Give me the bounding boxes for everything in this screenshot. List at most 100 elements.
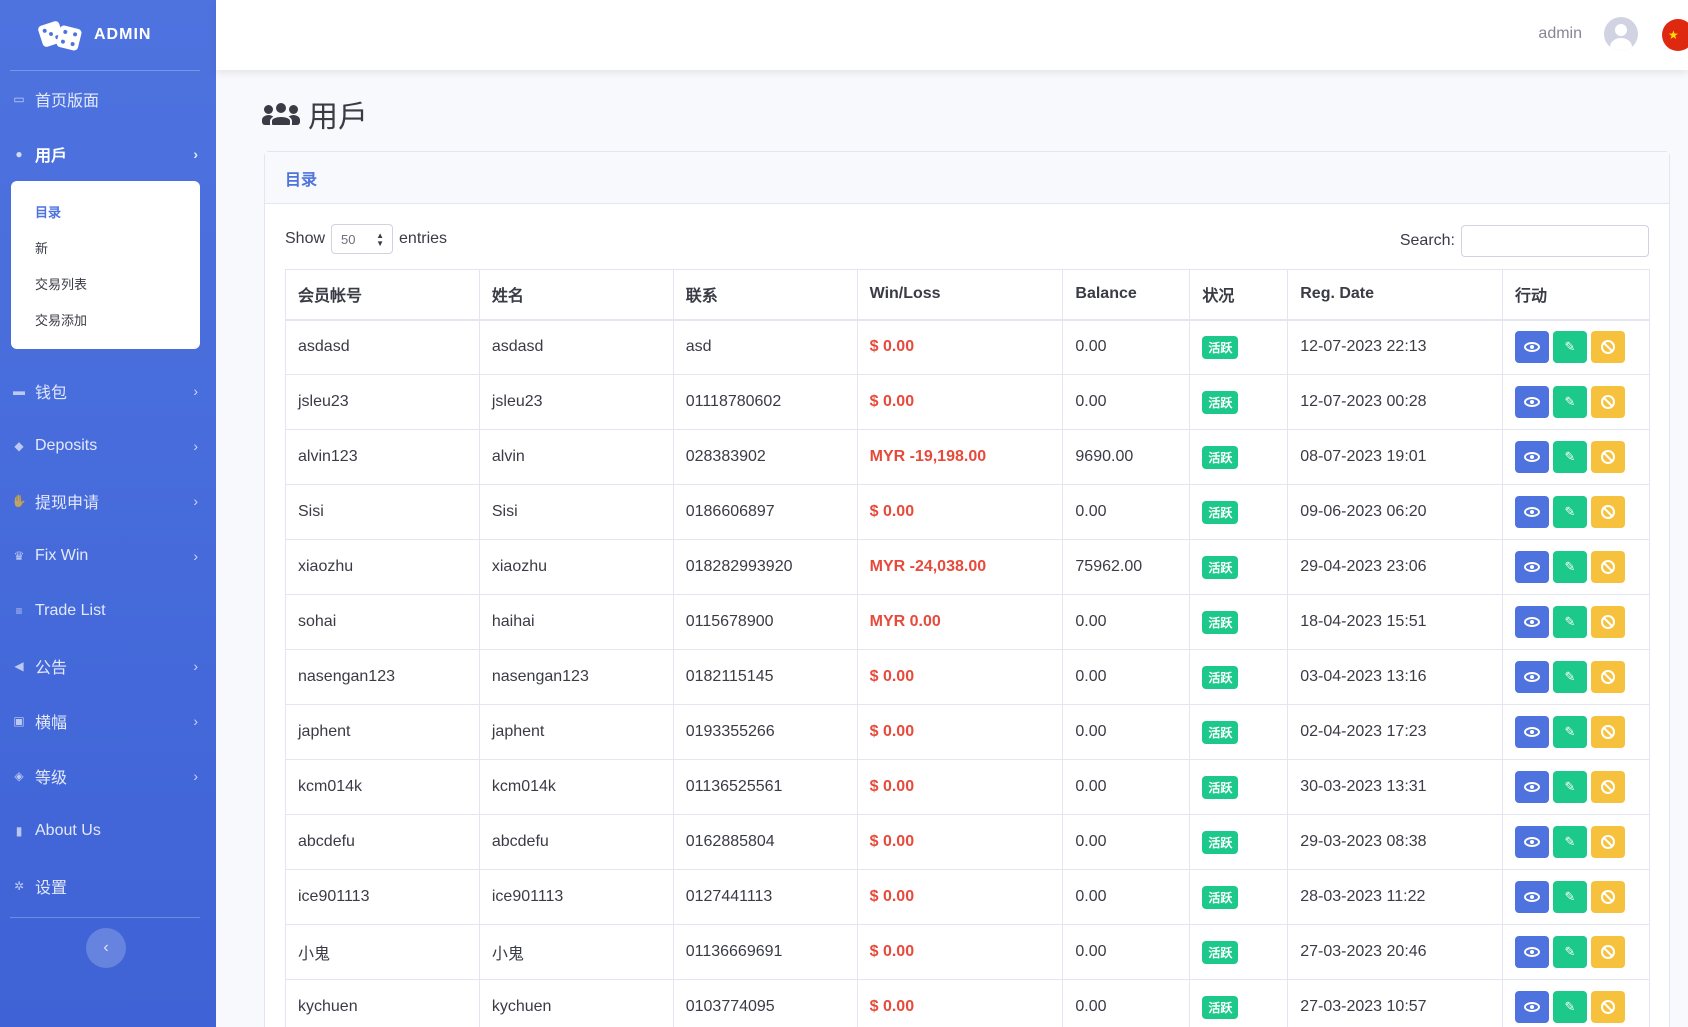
- cell-balance: 0.00: [1062, 319, 1191, 375]
- cell-name: jsleu23: [478, 374, 674, 430]
- column-header[interactable]: Win/Loss: [856, 269, 1064, 321]
- edit-button[interactable]: ✎: [1552, 606, 1587, 638]
- column-header[interactable]: 姓名: [478, 269, 674, 321]
- submenu-item-trade-add[interactable]: 交易添加: [35, 312, 88, 328]
- sidebar-item-users[interactable]: ● 用戶 ›: [0, 126, 216, 181]
- ban-button[interactable]: [1590, 386, 1625, 418]
- column-header[interactable]: 行动: [1501, 269, 1651, 321]
- sidebar-item-home[interactable]: ▭ 首页版面: [0, 71, 216, 126]
- status-badge: 活跃: [1202, 775, 1239, 799]
- view-button[interactable]: [1514, 496, 1549, 528]
- view-button[interactable]: [1514, 826, 1549, 858]
- edit-button[interactable]: ✎: [1552, 551, 1587, 583]
- sidebar-item-wallet[interactable]: ▬ 钱包 ›: [0, 363, 216, 418]
- ban-icon: [1600, 560, 1615, 574]
- cell-winloss: $ 0.00: [856, 979, 1064, 1027]
- column-header[interactable]: 联系: [672, 269, 858, 321]
- chevron-right-icon: ›: [193, 712, 198, 729]
- chevron-right-icon: ›: [193, 767, 198, 784]
- view-button[interactable]: [1514, 661, 1549, 693]
- view-button[interactable]: [1514, 716, 1549, 748]
- edit-button[interactable]: ✎: [1552, 386, 1587, 418]
- cell-balance: 75962.00: [1062, 539, 1191, 595]
- sidebar-item-fix-win[interactable]: ♛ Fix Win ›: [0, 528, 216, 583]
- eye-icon: [1523, 1002, 1540, 1012]
- view-button[interactable]: [1514, 771, 1549, 803]
- column-header[interactable]: Reg. Date: [1287, 269, 1503, 321]
- table-row: japhent japhent 0193355266 $ 0.00 0.00 活跃 02-0…: [285, 704, 1651, 760]
- ban-button[interactable]: [1590, 826, 1625, 858]
- view-button[interactable]: [1514, 991, 1549, 1023]
- cell-name: asdasd: [478, 319, 674, 375]
- edit-button[interactable]: ✎: [1552, 441, 1587, 473]
- ban-button[interactable]: [1590, 716, 1625, 748]
- ban-button[interactable]: [1590, 661, 1625, 693]
- cell-status: 活跃: [1189, 979, 1289, 1027]
- ban-button[interactable]: [1590, 936, 1625, 968]
- view-button[interactable]: [1514, 331, 1549, 364]
- cell-reg-date: 12-07-2023 22:13: [1287, 319, 1503, 375]
- user-name[interactable]: admin: [1538, 25, 1582, 42]
- ban-button[interactable]: [1590, 496, 1625, 528]
- ban-button[interactable]: [1590, 441, 1625, 473]
- edit-button[interactable]: ✎: [1552, 496, 1587, 528]
- sidebar-item-label: 横幅: [35, 714, 68, 732]
- ban-button[interactable]: [1590, 881, 1625, 913]
- avatar[interactable]: [1604, 17, 1638, 51]
- ban-button[interactable]: [1590, 331, 1625, 364]
- eye-icon: [1523, 947, 1540, 957]
- sidebar-toggle-button[interactable]: ‹: [86, 928, 126, 968]
- sidebar-item-settings[interactable]: ✲ 设置: [0, 858, 216, 913]
- show-label: Show: [285, 230, 326, 247]
- status-badge: 活跃: [1202, 390, 1239, 414]
- cell-winloss: $ 0.00: [856, 374, 1064, 430]
- sidebar-item-trade-list[interactable]: ≡ Trade List: [0, 583, 216, 638]
- edit-button[interactable]: ✎: [1552, 881, 1587, 913]
- column-header[interactable]: 会员帐号: [285, 269, 480, 321]
- china-flag-icon[interactable]: ★: [1662, 19, 1688, 51]
- view-button[interactable]: [1514, 936, 1549, 968]
- edit-button[interactable]: ✎: [1552, 826, 1587, 858]
- edit-button[interactable]: ✎: [1552, 936, 1587, 968]
- view-button[interactable]: [1514, 386, 1549, 418]
- entries-select[interactable]: 50 ▲ ▼: [331, 224, 394, 254]
- cell-reg-date: 09-06-2023 06:20: [1287, 484, 1503, 540]
- ban-button[interactable]: [1590, 991, 1625, 1023]
- table-row: xiaozhu xiaozhu 018282993920 MYR -24,038.00…: [285, 539, 1651, 595]
- sidebar-item-banners[interactable]: ▣ 横幅 ›: [0, 693, 216, 748]
- view-button[interactable]: [1514, 606, 1549, 638]
- sidebar-item-levels[interactable]: ◈ 等级 ›: [0, 748, 216, 803]
- sidebar-item-label: Trade List: [35, 601, 106, 619]
- submenu-item-new[interactable]: 新: [35, 240, 49, 256]
- edit-button[interactable]: ✎: [1552, 331, 1587, 364]
- ban-button[interactable]: [1590, 551, 1625, 583]
- edit-button[interactable]: ✎: [1552, 661, 1587, 693]
- submenu-item-trade-list[interactable]: 交易列表: [35, 276, 88, 292]
- sidebar-item-announcements[interactable]: ◀ 公告 ›: [0, 638, 216, 693]
- trophy-icon: ♛: [13, 548, 25, 563]
- cell-reg-date: 29-04-2023 23:06: [1287, 539, 1503, 595]
- edit-button[interactable]: ✎: [1552, 716, 1587, 748]
- column-header[interactable]: 状况: [1189, 269, 1289, 321]
- view-button[interactable]: [1514, 441, 1549, 473]
- search-input[interactable]: [1461, 225, 1649, 257]
- cell-account: nasengan123: [285, 649, 480, 705]
- table-row: nasengan123 nasengan123 0182115145 $ 0.00 0.…: [285, 649, 1651, 705]
- sidebar-item-withdrawals[interactable]: ✋ 提现申请 ›: [0, 473, 216, 528]
- sidebar-item-deposits[interactable]: ◆ Deposits ›: [0, 418, 216, 473]
- view-button[interactable]: [1514, 551, 1549, 583]
- view-button[interactable]: [1514, 881, 1549, 913]
- brand[interactable]: ADMIN: [0, 0, 216, 70]
- edit-button[interactable]: ✎: [1552, 771, 1587, 803]
- submenu-item-directory[interactable]: 目录: [35, 204, 62, 220]
- ban-button[interactable]: [1590, 606, 1625, 638]
- eye-icon: [1523, 452, 1540, 462]
- sidebar-item-label: About Us: [35, 821, 101, 839]
- cell-reg-date: 30-03-2023 13:31: [1287, 759, 1503, 815]
- status-badge: 活跃: [1202, 555, 1239, 579]
- sidebar-item-about-us[interactable]: ▮ About Us: [0, 803, 216, 858]
- cell-winloss: MYR -24,038.00: [856, 539, 1064, 595]
- column-header[interactable]: Balance: [1062, 269, 1191, 321]
- ban-button[interactable]: [1590, 771, 1625, 803]
- edit-button[interactable]: ✎: [1552, 991, 1587, 1023]
